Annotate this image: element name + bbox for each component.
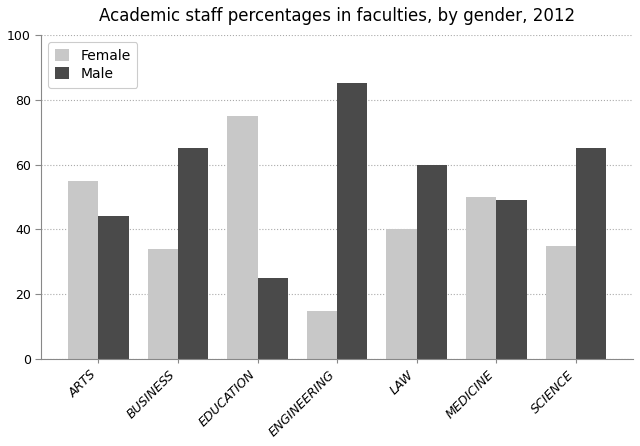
Bar [387,230,417,359]
Bar [178,149,208,359]
Legend: Female, Male: Female, Male [48,42,138,88]
Bar [497,200,527,359]
Bar [257,278,288,359]
Title: Academic staff percentages in faculties, by gender, 2012: Academic staff percentages in faculties,… [99,7,575,25]
Bar [99,216,129,359]
Bar [148,249,178,359]
Bar [337,83,367,359]
Bar [466,197,497,359]
Bar [227,116,257,359]
Bar [576,149,606,359]
Bar [68,181,99,359]
Bar [417,165,447,359]
Bar [307,310,337,359]
Bar [546,246,576,359]
